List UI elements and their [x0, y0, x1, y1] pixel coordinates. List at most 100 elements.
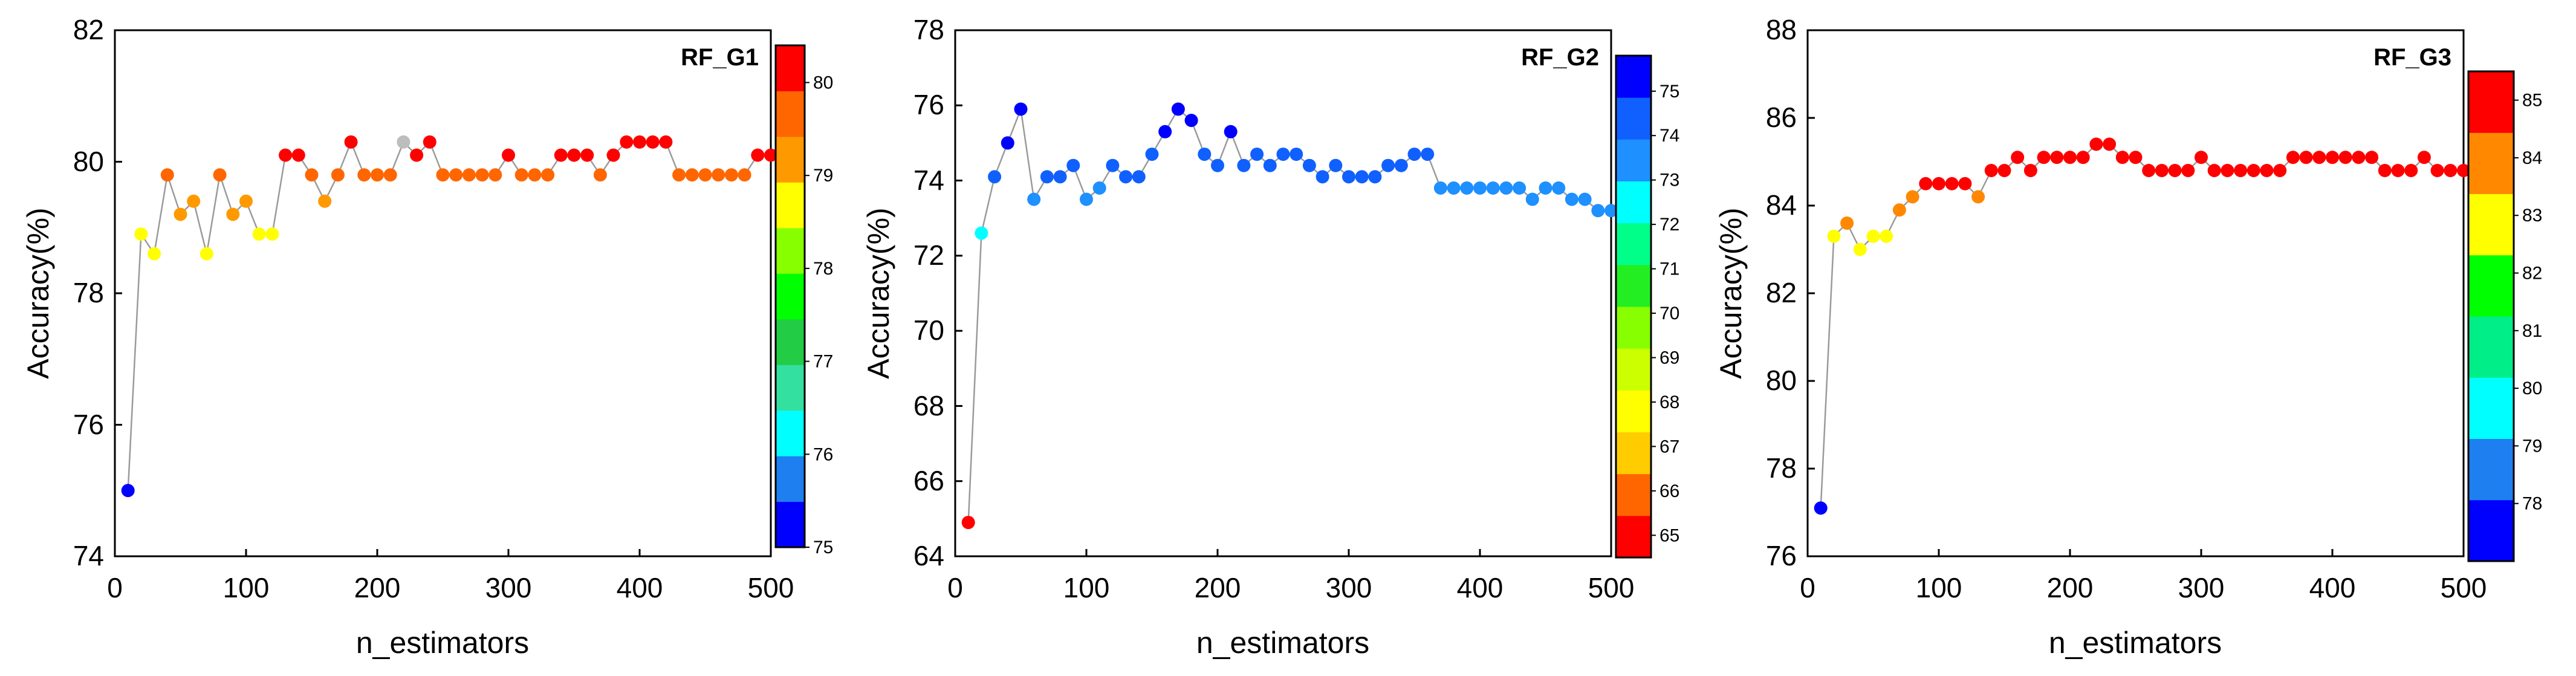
data-point — [1145, 148, 1159, 161]
data-point — [567, 148, 581, 162]
data-point — [423, 135, 436, 149]
data-point — [383, 168, 397, 182]
colorbar-rf-g3: 78 79 80 81 82 83 84 85 — [2467, 70, 2542, 562]
panel-rf-g3: 76 78 80 82 84 86 88 0 100 200 300 400 5… — [1714, 14, 2542, 660]
data-point — [1866, 229, 1880, 243]
data-point — [1407, 148, 1421, 161]
data-point — [2181, 164, 2195, 177]
data-point — [2247, 164, 2260, 177]
series-points-rf-g2 — [961, 102, 1618, 530]
x-tick-label: 400 — [617, 572, 663, 603]
data-point — [1486, 181, 1500, 195]
colorbar-segment — [1616, 432, 1651, 475]
data-point — [2417, 151, 2431, 164]
data-point — [331, 168, 345, 182]
colorbar-tick-label: 76 — [813, 444, 833, 464]
colorbar-tick-label: 79 — [2522, 436, 2542, 456]
y-tick-label: 70 — [913, 314, 944, 346]
y-axis-label-rf-g3: Accuracy(%) — [1714, 207, 1748, 379]
y-tick-label: 88 — [1766, 14, 1797, 45]
data-point — [2089, 137, 2103, 151]
data-point — [514, 168, 528, 182]
data-point — [291, 148, 305, 162]
data-point — [2312, 151, 2326, 164]
data-point — [449, 168, 463, 182]
data-point — [2155, 164, 2169, 177]
colorbar-segment — [776, 273, 805, 320]
data-point — [1997, 164, 2011, 177]
data-point — [344, 135, 358, 149]
data-point — [226, 207, 240, 221]
panel-rf-g1: 74 76 78 80 82 0 100 200 300 400 500 n_e… — [21, 14, 833, 660]
x-tick-label: 0 — [107, 572, 123, 603]
data-point — [1958, 177, 1972, 190]
data-point — [1066, 158, 1080, 172]
data-point — [1604, 204, 1618, 218]
data-point — [1447, 181, 1461, 195]
data-point — [121, 484, 135, 498]
x-tick-label: 0 — [947, 572, 963, 603]
data-point — [2142, 164, 2156, 177]
colorbar-segment — [1616, 139, 1651, 181]
colorbar-segment — [776, 182, 805, 229]
colorbar-tick-label: 70 — [1659, 304, 1679, 323]
data-point — [1040, 170, 1054, 184]
y-tick-label: 78 — [913, 14, 944, 45]
x-tick-label: 100 — [223, 572, 270, 603]
data-point — [1027, 192, 1041, 206]
data-point — [160, 168, 174, 182]
y-ticks-rf-g2: 64 66 68 70 72 74 76 78 — [913, 14, 944, 571]
data-point — [2457, 164, 2470, 177]
colorbar-tick-label: 74 — [1659, 126, 1679, 146]
data-point — [1316, 170, 1329, 184]
colorbar-segment — [2468, 438, 2514, 501]
data-point — [961, 516, 975, 530]
x-tick-label: 300 — [2178, 572, 2225, 603]
data-point — [279, 148, 293, 162]
data-point — [1984, 164, 1998, 177]
y-tick-label: 68 — [913, 390, 944, 421]
data-point — [1001, 136, 1014, 150]
colorbar-tick-label: 81 — [2522, 321, 2542, 341]
data-point — [620, 135, 634, 149]
data-point — [1014, 102, 1028, 116]
y-tick-label: 80 — [73, 146, 104, 177]
colorbar-segment — [2468, 499, 2514, 562]
colorbar-tick-label: 80 — [813, 73, 833, 93]
colorbar-segment — [776, 410, 805, 457]
x-tick-label: 200 — [1195, 572, 1241, 603]
colorbar-segment — [1616, 223, 1651, 265]
x-tick-label: 100 — [1063, 572, 1110, 603]
colorbar-tick-label: 75 — [813, 538, 833, 557]
data-point — [580, 148, 594, 162]
y-tick-label: 64 — [913, 540, 944, 571]
y-axis-label-rf-g2: Accuracy(%) — [861, 207, 895, 379]
data-point — [174, 207, 187, 221]
data-point — [1892, 203, 1906, 217]
colorbar-segment — [2468, 377, 2514, 439]
data-point — [148, 247, 161, 261]
data-point — [738, 168, 751, 182]
data-point — [975, 226, 988, 240]
data-point — [357, 168, 371, 182]
colorbar-tick-label: 80 — [2522, 379, 2542, 398]
colorbar-segment — [1616, 473, 1651, 516]
data-point — [1263, 158, 1277, 172]
chart-title-rf-g3: RF_G3 — [2373, 44, 2451, 71]
y-tick-label: 82 — [73, 14, 104, 45]
y-tick-label: 78 — [1766, 452, 1797, 484]
colorbar-tick-label: 71 — [1659, 259, 1679, 279]
data-point — [1211, 158, 1224, 172]
data-point — [2129, 151, 2143, 164]
x-tick-label: 500 — [1588, 572, 1635, 603]
y-ticks-rf-g1: 74 76 78 80 82 — [73, 14, 104, 571]
data-point — [751, 148, 765, 162]
colorbar-segment — [2468, 193, 2514, 256]
data-point — [1880, 229, 1893, 243]
data-point — [1132, 170, 1146, 184]
data-point — [2365, 151, 2379, 164]
data-point — [1945, 177, 1959, 190]
x-tick-label: 200 — [2047, 572, 2094, 603]
data-point — [2430, 164, 2444, 177]
data-point — [2444, 164, 2458, 177]
